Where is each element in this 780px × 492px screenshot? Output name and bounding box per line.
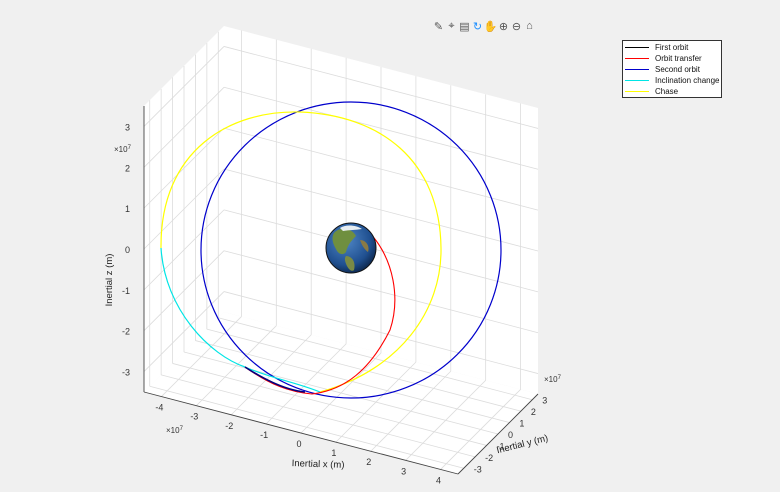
orbit-transfer-curve (244, 231, 396, 395)
gridline-y (161, 374, 476, 458)
legend-label: Inclination change (655, 75, 720, 85)
legend-swatch (625, 46, 649, 48)
axes-grid (143, 30, 539, 475)
x-tick-label: 0 (296, 439, 301, 449)
z-tick-label: 2 (125, 163, 130, 173)
z-tick-label: 1 (125, 204, 130, 214)
x-tick-label: 1 (331, 448, 336, 458)
gridline-y (218, 317, 533, 401)
legend-label: Chase (655, 86, 679, 96)
trajectory-curves (160, 101, 502, 399)
legend-swatch (625, 90, 649, 92)
x-tick-label: -3 (190, 412, 198, 422)
z-tick-label: -2 (122, 327, 130, 337)
legend-item: Orbit transfer (625, 53, 702, 63)
x-tick-label: 4 (436, 475, 441, 485)
z-tick-label: 3 (125, 122, 130, 132)
inclination-change-curve (160, 247, 321, 393)
gridline-y (195, 340, 510, 423)
gridline-y (183, 351, 499, 435)
gridline-z (223, 168, 539, 252)
y-tick-label: 3 (542, 396, 547, 406)
gridline-z (223, 127, 539, 211)
legend-swatch (625, 57, 649, 59)
legend-swatch (625, 68, 649, 70)
legend-label: Second orbit (655, 64, 700, 74)
y-tick-label: 1 (519, 419, 524, 429)
y-tick-label: -2 (485, 453, 493, 463)
gridline-z (223, 209, 539, 293)
z-axis-label: Inertial z (m) (104, 254, 115, 307)
x-tick-label: 2 (366, 457, 371, 467)
gridline-z (223, 291, 539, 374)
orbit-overlap-curve (244, 366, 306, 393)
data-tip-icon[interactable]: ⌖ (448, 19, 455, 32)
export-icon[interactable]: ▤ (459, 20, 470, 33)
z-tick-label: -3 (122, 368, 130, 378)
legend-item: Inclination change (625, 75, 720, 85)
y-exponent-label: ×107 (544, 375, 562, 384)
legend-label: Orbit transfer (655, 53, 702, 63)
x-axis-line (143, 391, 459, 475)
x-axis-label: Inertial x (m) (292, 458, 345, 471)
legend-item: First orbit (625, 42, 688, 52)
y-tick-label: -1 (497, 441, 505, 451)
figure-toolbar: ✎ ⌖ ▤ ↻ ✋ ⊕ ⊖ ⌂ (432, 18, 536, 34)
y-tick-label: -3 (474, 464, 482, 474)
gridline-z (223, 86, 539, 170)
earth-globe (325, 222, 377, 274)
home-icon[interactable]: ⌂ (526, 20, 533, 32)
chase-curve (160, 111, 442, 393)
gridline-z (143, 250, 225, 331)
brush-icon[interactable]: ✎ (433, 20, 444, 33)
z-tick-label: 0 (125, 245, 130, 255)
gridline-z (143, 291, 225, 372)
legend-item: Second orbit (625, 64, 700, 74)
gridline-z (223, 250, 539, 334)
gridline-y (149, 385, 464, 469)
gridline-y (206, 328, 521, 412)
y-tick-label: 2 (531, 407, 536, 417)
rotate-icon[interactable]: ↻ (472, 20, 483, 33)
y-axis-label: Inertial y (m) (495, 433, 549, 456)
pan-icon[interactable]: ✋ (483, 20, 498, 33)
x-tick-label: -1 (260, 430, 268, 440)
gridline-y (172, 363, 487, 446)
gridline-z (143, 87, 225, 168)
x-tick-label: -2 (225, 421, 233, 431)
gridline-z (143, 168, 225, 250)
gridline-z (223, 46, 539, 129)
legend-label: First orbit (655, 42, 689, 52)
gridline-z (143, 127, 225, 209)
legend[interactable]: First orbit Orbit transfer Second orbit … (622, 40, 722, 98)
zoom-in-icon[interactable]: ⊕ (498, 20, 509, 33)
gridline-z (143, 46, 225, 127)
legend-swatch (625, 79, 649, 81)
legend-item: Chase (625, 86, 678, 96)
z-tick-label: -1 (122, 286, 130, 296)
second-orbit-curve (200, 101, 502, 399)
gridline-z (143, 209, 225, 291)
y-axis-line (457, 393, 539, 475)
y-tick-label: 0 (508, 430, 513, 440)
z-exponent-label: ×107 (114, 145, 132, 154)
x-exponent-label: ×107 (166, 426, 184, 435)
x-tick-label: -4 (155, 403, 163, 413)
x-tick-label: 3 (401, 466, 406, 476)
zoom-out-icon[interactable]: ⊖ (511, 20, 522, 33)
